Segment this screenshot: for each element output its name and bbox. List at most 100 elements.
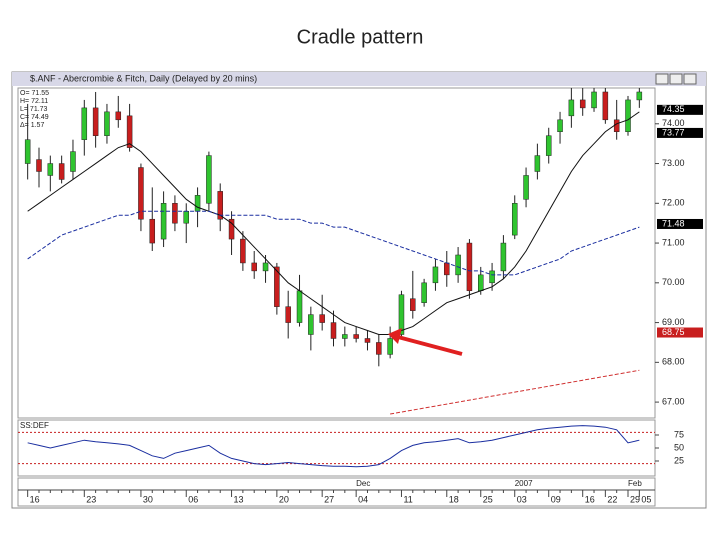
annotation-arrow (397, 335, 463, 356)
candle-body (308, 314, 314, 335)
indicator-label: SS:DEF (20, 421, 49, 430)
date-label: 04 (358, 494, 368, 504)
candle-body (466, 242, 473, 292)
price-plot (24, 88, 643, 415)
candle-body (523, 175, 529, 200)
slide-title: Cradle pattern (297, 26, 424, 48)
window-title: $.ANF - Abercrombie & Fitch, Daily (Dela… (30, 73, 257, 83)
y-tick-label: 70.00 (662, 277, 685, 287)
date-label: 29 (630, 494, 640, 504)
y-tick-label: 69.00 (662, 317, 685, 327)
price-marker-label: 73.77 (662, 127, 685, 137)
candle-body (319, 314, 325, 323)
candle-body (421, 282, 427, 303)
period-label: Feb (628, 479, 642, 488)
date-label: 05 (641, 494, 651, 504)
candle-body (602, 91, 609, 121)
date-label: 25 (483, 494, 493, 504)
candle-body (432, 266, 439, 284)
readout: H= 72.11 (20, 98, 48, 105)
candle-body (398, 294, 405, 335)
close-button[interactable] (683, 73, 697, 85)
candle-body (591, 91, 597, 109)
candle-body (489, 270, 495, 284)
candle-body (478, 274, 484, 292)
minimize-button[interactable] (655, 73, 669, 85)
candle-body (126, 115, 133, 148)
y-tick-label: 73.00 (662, 158, 685, 168)
candle-body (376, 342, 382, 355)
candle-body (444, 262, 450, 276)
window-title-bar (12, 72, 706, 86)
date-label: 23 (86, 494, 96, 504)
candle-body (342, 334, 348, 339)
price-marker (657, 327, 703, 338)
annotation-arrowhead (388, 328, 402, 344)
price-marker (657, 127, 703, 138)
candle-body (511, 203, 518, 236)
date-label: 18 (449, 494, 459, 504)
date-label: 11 (403, 494, 412, 504)
candle-body (274, 266, 280, 307)
candle-body (104, 111, 110, 136)
readout: C= 74.49 (20, 114, 49, 121)
candle-body (228, 218, 235, 240)
period-label: 2007 (515, 479, 533, 488)
y-tick-label: 68.00 (662, 357, 685, 367)
price-marker-label: 71.48 (662, 218, 685, 228)
candle-body (285, 306, 291, 323)
candle-body (149, 218, 156, 244)
candle-body (240, 238, 246, 264)
axes: 74.00 73.00 72.00 71.00 70.00 69.00 68.00 67.00… (20, 90, 703, 504)
price-marker (657, 218, 703, 229)
date-label: 20 (279, 494, 289, 504)
candle-body (47, 163, 54, 176)
candle-body (138, 167, 144, 220)
date-label: 16 (30, 494, 40, 504)
price-marker (657, 104, 703, 115)
price-pane (17, 87, 656, 419)
readout: L= 71.73 (20, 106, 48, 113)
candle-body (534, 155, 541, 172)
candle-body (92, 107, 99, 136)
y-tick-label: 74.00 (662, 118, 685, 128)
candle-body (24, 139, 31, 164)
date-label: 30 (143, 494, 153, 504)
candle-body (58, 163, 65, 180)
date-label: 06 (188, 494, 198, 504)
indicator-tick-label: 25 (674, 455, 684, 465)
indicator-plot: SS:DEF 75 50 25 (18, 421, 684, 468)
date-label: 09 (551, 494, 561, 504)
candle-body (81, 107, 88, 140)
date-label: 13 (234, 494, 244, 504)
candle-body (455, 254, 461, 276)
candle-body (160, 203, 167, 240)
date-label: 03 (517, 494, 527, 504)
candle-body (194, 195, 201, 212)
indicator-tick-label: 50 (674, 442, 684, 452)
candle-body (115, 111, 122, 121)
candle-body (613, 119, 620, 132)
candle-body (568, 99, 575, 117)
indicator-line (27, 425, 640, 468)
candle-body (625, 99, 631, 132)
candle-body (206, 155, 212, 204)
price-marker-label: 74.35 (662, 104, 685, 114)
candle-body (353, 334, 359, 339)
date-label: 22 (607, 494, 617, 504)
maximize-button[interactable] (669, 73, 683, 85)
moving-average (27, 210, 640, 276)
y-tick-label: 71.00 (662, 237, 685, 247)
candle-body (251, 262, 257, 272)
candle-body (636, 91, 643, 101)
candle-body (70, 151, 76, 172)
readout: O= 71.55 (20, 90, 49, 97)
indicator-pane (17, 419, 656, 477)
candle-body (500, 242, 507, 272)
candle-body (262, 262, 269, 272)
candle-body (557, 119, 563, 132)
readout: Δ= 1.57 (20, 122, 44, 129)
candle-body (217, 191, 223, 220)
candle-body (410, 298, 416, 311)
